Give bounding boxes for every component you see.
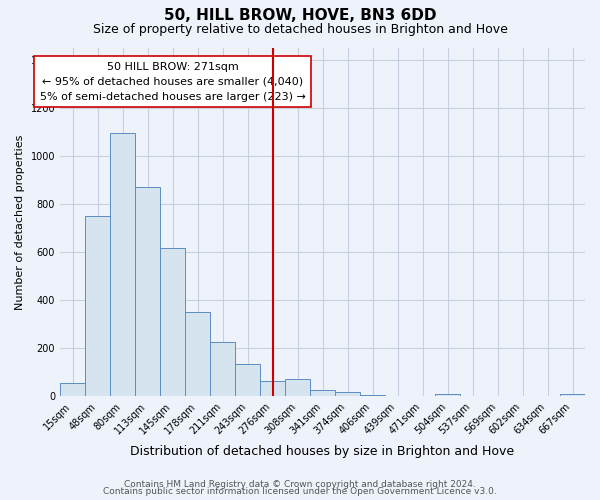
Bar bbox=[235, 364, 260, 396]
Bar bbox=[185, 312, 210, 396]
Bar bbox=[160, 248, 185, 396]
Bar bbox=[135, 187, 160, 396]
Bar bbox=[435, 394, 460, 396]
Bar bbox=[260, 382, 285, 396]
Text: Contains public sector information licensed under the Open Government Licence v3: Contains public sector information licen… bbox=[103, 487, 497, 496]
Text: 50, HILL BROW, HOVE, BN3 6DD: 50, HILL BROW, HOVE, BN3 6DD bbox=[164, 8, 436, 22]
Y-axis label: Number of detached properties: Number of detached properties bbox=[15, 134, 25, 310]
X-axis label: Distribution of detached houses by size in Brighton and Hove: Distribution of detached houses by size … bbox=[130, 444, 515, 458]
Bar bbox=[110, 133, 135, 396]
Text: Contains HM Land Registry data © Crown copyright and database right 2024.: Contains HM Land Registry data © Crown c… bbox=[124, 480, 476, 489]
Bar bbox=[335, 392, 360, 396]
Bar bbox=[360, 395, 385, 396]
Bar bbox=[210, 342, 235, 396]
Bar bbox=[85, 216, 110, 396]
Text: 50 HILL BROW: 271sqm
← 95% of detached houses are smaller (4,040)
5% of semi-det: 50 HILL BROW: 271sqm ← 95% of detached h… bbox=[40, 62, 305, 102]
Bar bbox=[310, 390, 335, 396]
Text: Size of property relative to detached houses in Brighton and Hove: Size of property relative to detached ho… bbox=[92, 22, 508, 36]
Bar bbox=[60, 383, 85, 396]
Bar bbox=[560, 394, 585, 396]
Bar bbox=[285, 379, 310, 396]
